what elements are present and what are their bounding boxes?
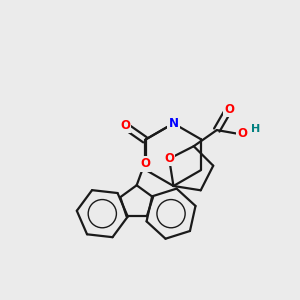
Text: O: O (120, 119, 130, 132)
Text: O: O (140, 158, 150, 170)
Text: H: H (251, 124, 260, 134)
Text: O: O (224, 103, 234, 116)
Text: N: N (169, 117, 178, 130)
Text: O: O (164, 152, 174, 165)
Text: O: O (238, 127, 248, 140)
